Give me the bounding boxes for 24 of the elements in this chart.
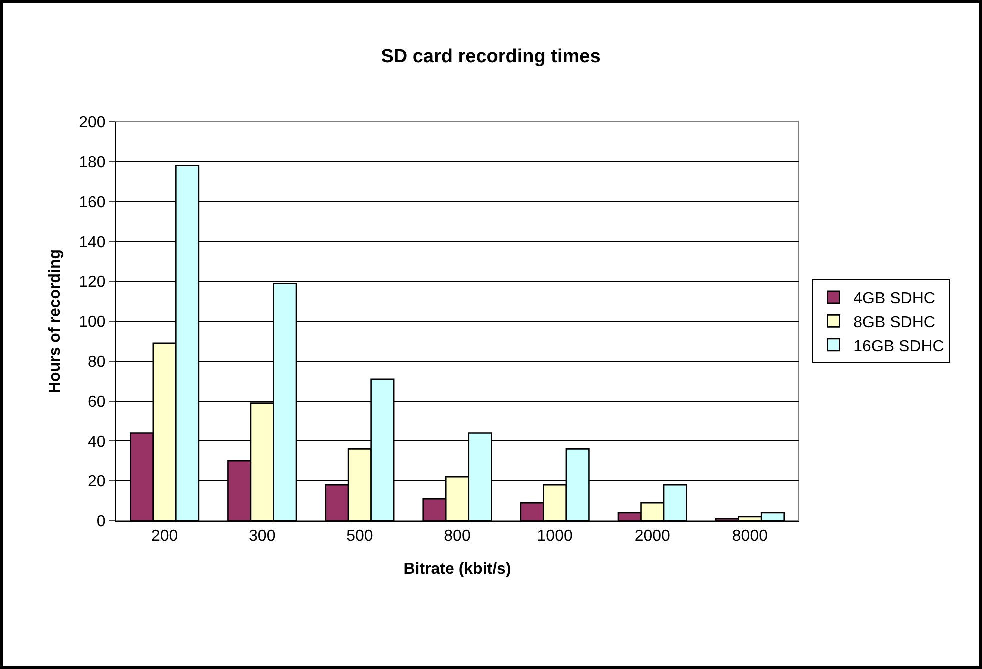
y-tick-label: 60 — [88, 394, 106, 411]
y-tick-label: 140 — [79, 234, 106, 252]
y-axis-title: Hours of recording — [46, 249, 64, 394]
x-axis-title: Bitrate (kbit/s) — [404, 560, 512, 578]
legend-label: 8GB SDHC — [854, 314, 936, 332]
x-tick-label: 2000 — [634, 528, 671, 546]
y-tick-label: 200 — [79, 114, 106, 132]
x-tick-label: 8000 — [732, 528, 768, 546]
y-tick-label: 20 — [88, 474, 106, 491]
x-tick-label: 200 — [151, 528, 178, 546]
x-tick-label: 300 — [249, 528, 276, 546]
y-tick-label: 80 — [88, 354, 106, 371]
x-tick-label: 500 — [346, 528, 374, 546]
x-tick-label: 800 — [444, 528, 471, 546]
legend-label: 16GB SDHC — [854, 338, 944, 356]
y-tick-label: 120 — [79, 274, 106, 292]
y-tick-label: 0 — [96, 514, 106, 531]
legend-label: 4GB SDHC — [854, 290, 936, 308]
chart-title: SD card recording times — [381, 46, 601, 68]
y-tick-label: 180 — [79, 154, 106, 172]
x-tick-label: 1000 — [537, 528, 573, 546]
y-tick-label: 40 — [88, 434, 106, 451]
y-tick-label: 160 — [79, 194, 106, 212]
y-tick-label: 100 — [79, 314, 106, 332]
